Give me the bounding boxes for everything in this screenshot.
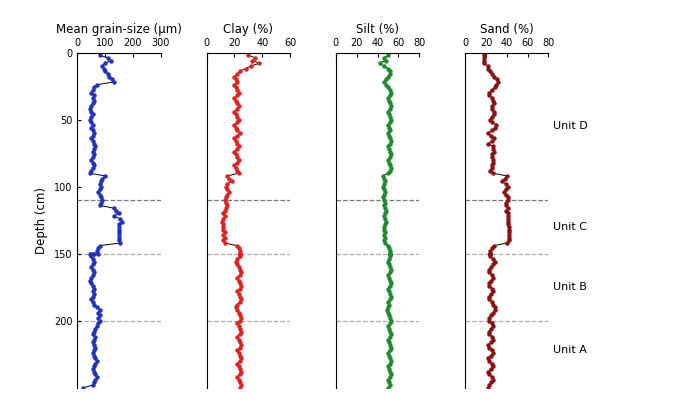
Text: Unit B: Unit B [553, 282, 587, 292]
Text: Unit C: Unit C [553, 222, 588, 232]
Title: Sand (%): Sand (%) [480, 23, 534, 36]
Title: Clay (%): Clay (%) [223, 23, 273, 36]
Y-axis label: Depth (cm): Depth (cm) [36, 187, 48, 254]
Title: Mean grain-size (μm): Mean grain-size (μm) [56, 23, 182, 36]
Title: Silt (%): Silt (%) [356, 23, 399, 36]
Text: Unit D: Unit D [553, 121, 588, 131]
Text: Unit A: Unit A [553, 345, 587, 355]
